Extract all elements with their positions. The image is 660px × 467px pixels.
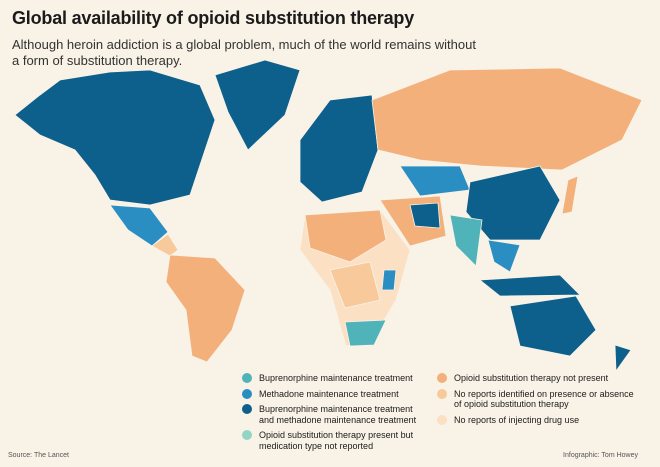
credit: Infographic: Tom Howey: [563, 452, 638, 459]
legend-item: No reports identified on presence or abs…: [437, 388, 637, 410]
legend-label: No reports of injecting drug use: [454, 414, 580, 425]
legend-label: Buprenorphine maintenance treatment and …: [259, 404, 417, 425]
legend-label: Buprenorphine maintenance treatment: [259, 373, 413, 383]
kenya: [381, 269, 397, 291]
legend-item: No reports of injecting drug use: [437, 414, 637, 426]
legend-item: Buprenorphine maintenance treatment: [242, 373, 422, 384]
legend-swatch: [242, 388, 252, 399]
legend-swatch: [242, 404, 252, 414]
japan: [561, 175, 579, 215]
kazakhstan: [399, 165, 471, 197]
legend-item: Buprenorphine maintenance treatment and …: [242, 404, 422, 425]
legend-label: No reports identified on presence or abs…: [454, 388, 634, 410]
legend-swatch: [242, 373, 252, 383]
legend-label: Methadone maintenance treatment: [259, 388, 399, 399]
new-zealand: [614, 344, 632, 373]
title: Global availability of opioid substituti…: [12, 8, 415, 28]
legend-swatch: [242, 430, 252, 440]
mexico: [109, 204, 169, 247]
china: [465, 165, 561, 241]
indonesia: [478, 274, 581, 297]
north-america: [14, 69, 216, 206]
subtitle: Although heroin addiction is a global pr…: [12, 37, 476, 68]
legend-item: Opioid substitution therapy not present: [437, 373, 637, 384]
southeast-asia: [487, 239, 521, 273]
source: Source: The Lancet: [8, 452, 69, 459]
india: [449, 214, 483, 267]
north-africa: [304, 209, 387, 263]
legend-swatch: [437, 373, 447, 383]
greenland: [214, 59, 301, 151]
legend-item: Opioid substitution therapy present but …: [242, 430, 422, 451]
legend-column: Buprenorphine maintenance treatment Metha…: [242, 373, 422, 456]
legend-label: Opioid substitution therapy present but …: [259, 430, 414, 451]
legend-label: Opioid substitution therapy not present: [454, 373, 609, 383]
south-america: [165, 254, 246, 363]
legend-swatch: [437, 388, 447, 399]
legend-column: Opioid substitution therapy not present N…: [437, 373, 637, 430]
europe: [299, 94, 379, 203]
legend-item: Methadone maintenance treatment: [242, 388, 422, 400]
south-africa: [344, 319, 387, 347]
central-africa: [329, 261, 381, 309]
iran: [409, 202, 441, 229]
australia: [509, 295, 597, 357]
legend-swatch: [437, 414, 447, 425]
russia: [371, 67, 643, 171]
central-america: [151, 233, 179, 257]
